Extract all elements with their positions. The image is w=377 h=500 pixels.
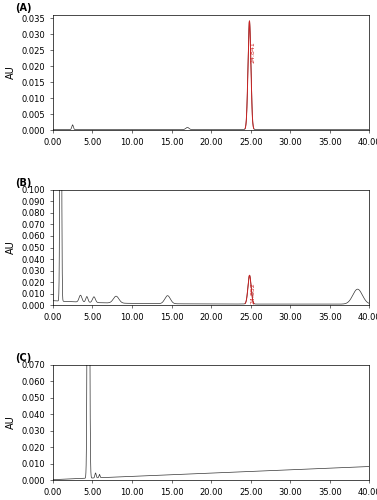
Y-axis label: AU: AU: [6, 240, 16, 254]
Text: 24.852: 24.852: [250, 282, 256, 304]
Text: (C): (C): [15, 354, 31, 364]
Text: (A): (A): [15, 4, 31, 14]
Y-axis label: AU: AU: [6, 66, 16, 80]
Y-axis label: AU: AU: [6, 416, 16, 430]
Text: (B): (B): [15, 178, 31, 188]
Text: 24.841: 24.841: [250, 41, 255, 62]
